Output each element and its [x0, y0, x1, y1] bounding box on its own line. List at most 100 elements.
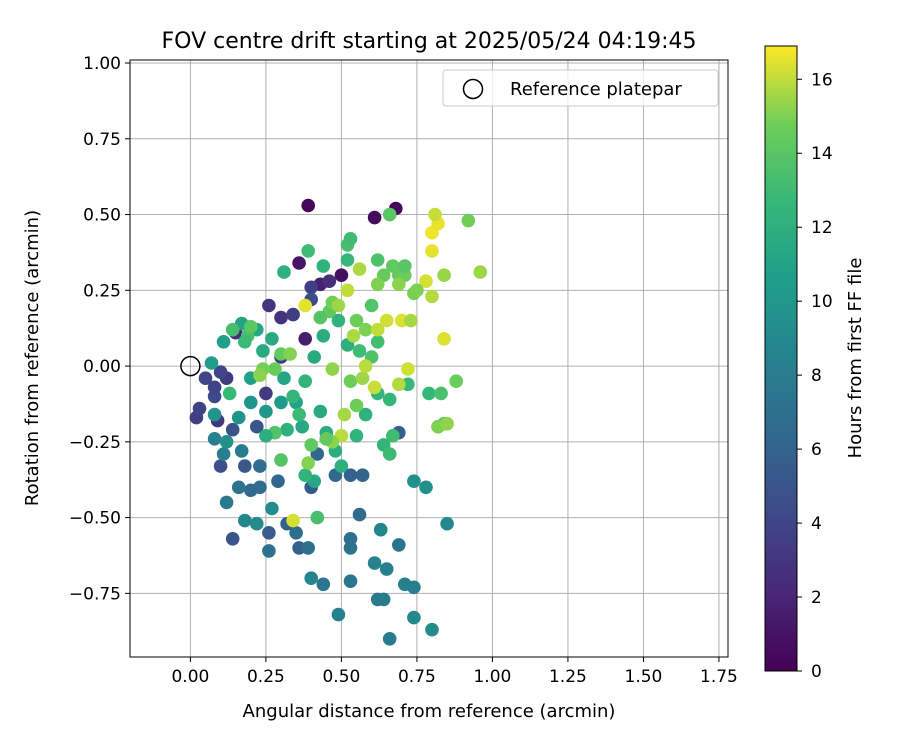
data-point	[370, 322, 385, 337]
y-tick-label: −0.25	[69, 433, 121, 453]
data-point	[231, 480, 246, 495]
x-axis-label: Angular distance from reference (arcmin)	[243, 701, 616, 722]
data-point	[358, 359, 373, 373]
data-point	[256, 344, 270, 358]
data-point	[259, 404, 273, 419]
data-point	[319, 432, 334, 446]
data-point	[343, 541, 358, 555]
data-point	[428, 207, 442, 222]
data-point	[231, 410, 246, 425]
data-point	[346, 329, 361, 343]
data-point	[295, 419, 310, 434]
data-point	[386, 259, 400, 273]
data-point	[298, 332, 313, 346]
colorbar-tick-label: 14	[811, 144, 833, 164]
data-point	[440, 516, 454, 531]
data-point	[262, 526, 276, 540]
data-point	[268, 362, 282, 376]
data-point	[265, 332, 279, 346]
data-point	[207, 407, 222, 422]
x-tick-label: 0.50	[322, 667, 360, 687]
x-tick-label: 1.75	[700, 667, 738, 687]
data-point	[225, 532, 240, 546]
data-point	[355, 468, 370, 483]
data-point	[301, 456, 316, 470]
data-point	[352, 507, 367, 522]
data-point	[473, 265, 488, 279]
data-point	[207, 432, 222, 446]
data-point	[253, 459, 267, 473]
data-point	[316, 259, 331, 273]
colorbar-tick-label: 6	[811, 440, 822, 460]
data-point	[274, 310, 288, 325]
data-point	[343, 232, 358, 246]
data-point	[271, 474, 285, 489]
data-point	[422, 386, 436, 401]
data-point	[301, 541, 316, 555]
x-tick-label: 1.50	[625, 667, 663, 687]
grid-lines	[130, 60, 728, 657]
x-tick-label: 1.25	[549, 667, 587, 687]
colorbar: 0 2 4 6 8 10 12 14 16 Hours from first FF file	[764, 45, 866, 682]
data-point	[219, 495, 234, 510]
y-axis-label: Rotation from reference (arcmin)	[22, 210, 43, 506]
data-point	[216, 335, 231, 349]
data-point	[407, 580, 421, 595]
data-point	[307, 350, 322, 364]
data-point	[425, 622, 439, 637]
data-point	[370, 335, 385, 349]
y-tick-label: −0.75	[69, 584, 121, 604]
data-point	[367, 210, 382, 225]
data-point	[349, 429, 364, 443]
y-tick-label: 0.00	[83, 357, 121, 377]
data-point	[352, 344, 367, 358]
data-point	[259, 429, 273, 443]
colorbar-tick-label: 0	[811, 662, 822, 682]
x-tick-label: 0.00	[171, 667, 209, 687]
data-point	[370, 253, 385, 267]
data-point	[280, 422, 294, 437]
data-point	[213, 365, 228, 379]
data-point	[410, 283, 424, 298]
data-point	[379, 562, 394, 576]
data-point	[283, 347, 297, 361]
data-point	[238, 335, 252, 349]
data-point	[331, 298, 346, 313]
y-tick-label: 0.25	[83, 281, 121, 301]
y-tick-label: 0.50	[83, 206, 121, 226]
data-point	[238, 459, 252, 473]
data-point	[286, 513, 300, 528]
data-point	[262, 298, 276, 313]
x-tick-label: 0.75	[398, 667, 436, 687]
colorbar-frame	[764, 45, 798, 672]
legend: Reference platepar	[442, 69, 719, 107]
data-point	[325, 362, 340, 376]
data-point	[277, 265, 291, 279]
data-point	[404, 313, 418, 328]
data-point	[331, 607, 346, 622]
data-point	[259, 386, 273, 401]
data-point	[367, 380, 382, 395]
data-point	[298, 298, 313, 313]
colorbar-ticks: 0 2 4 6 8 10 12 14 16	[797, 70, 833, 682]
reference-marker	[180, 355, 201, 377]
data-point	[419, 274, 433, 289]
data-point	[340, 253, 355, 267]
data-point	[222, 386, 237, 401]
colorbar-tick-label: 4	[811, 514, 822, 534]
y-axis-ticks: −0.75 −0.50 −0.25 0.00 0.25 0.50 0.75 1.00	[69, 54, 130, 604]
data-point	[253, 480, 267, 495]
data-point	[407, 610, 421, 625]
data-point	[304, 438, 319, 452]
data-point	[262, 544, 276, 558]
data-points	[189, 198, 488, 646]
legend-marker-icon	[462, 78, 484, 100]
data-point	[461, 213, 476, 228]
y-tick-label: 0.75	[83, 130, 121, 150]
data-point	[434, 386, 448, 401]
data-point	[207, 380, 222, 395]
data-point	[249, 419, 264, 434]
data-point	[213, 459, 228, 473]
colorbar-tick-label: 8	[811, 366, 822, 386]
